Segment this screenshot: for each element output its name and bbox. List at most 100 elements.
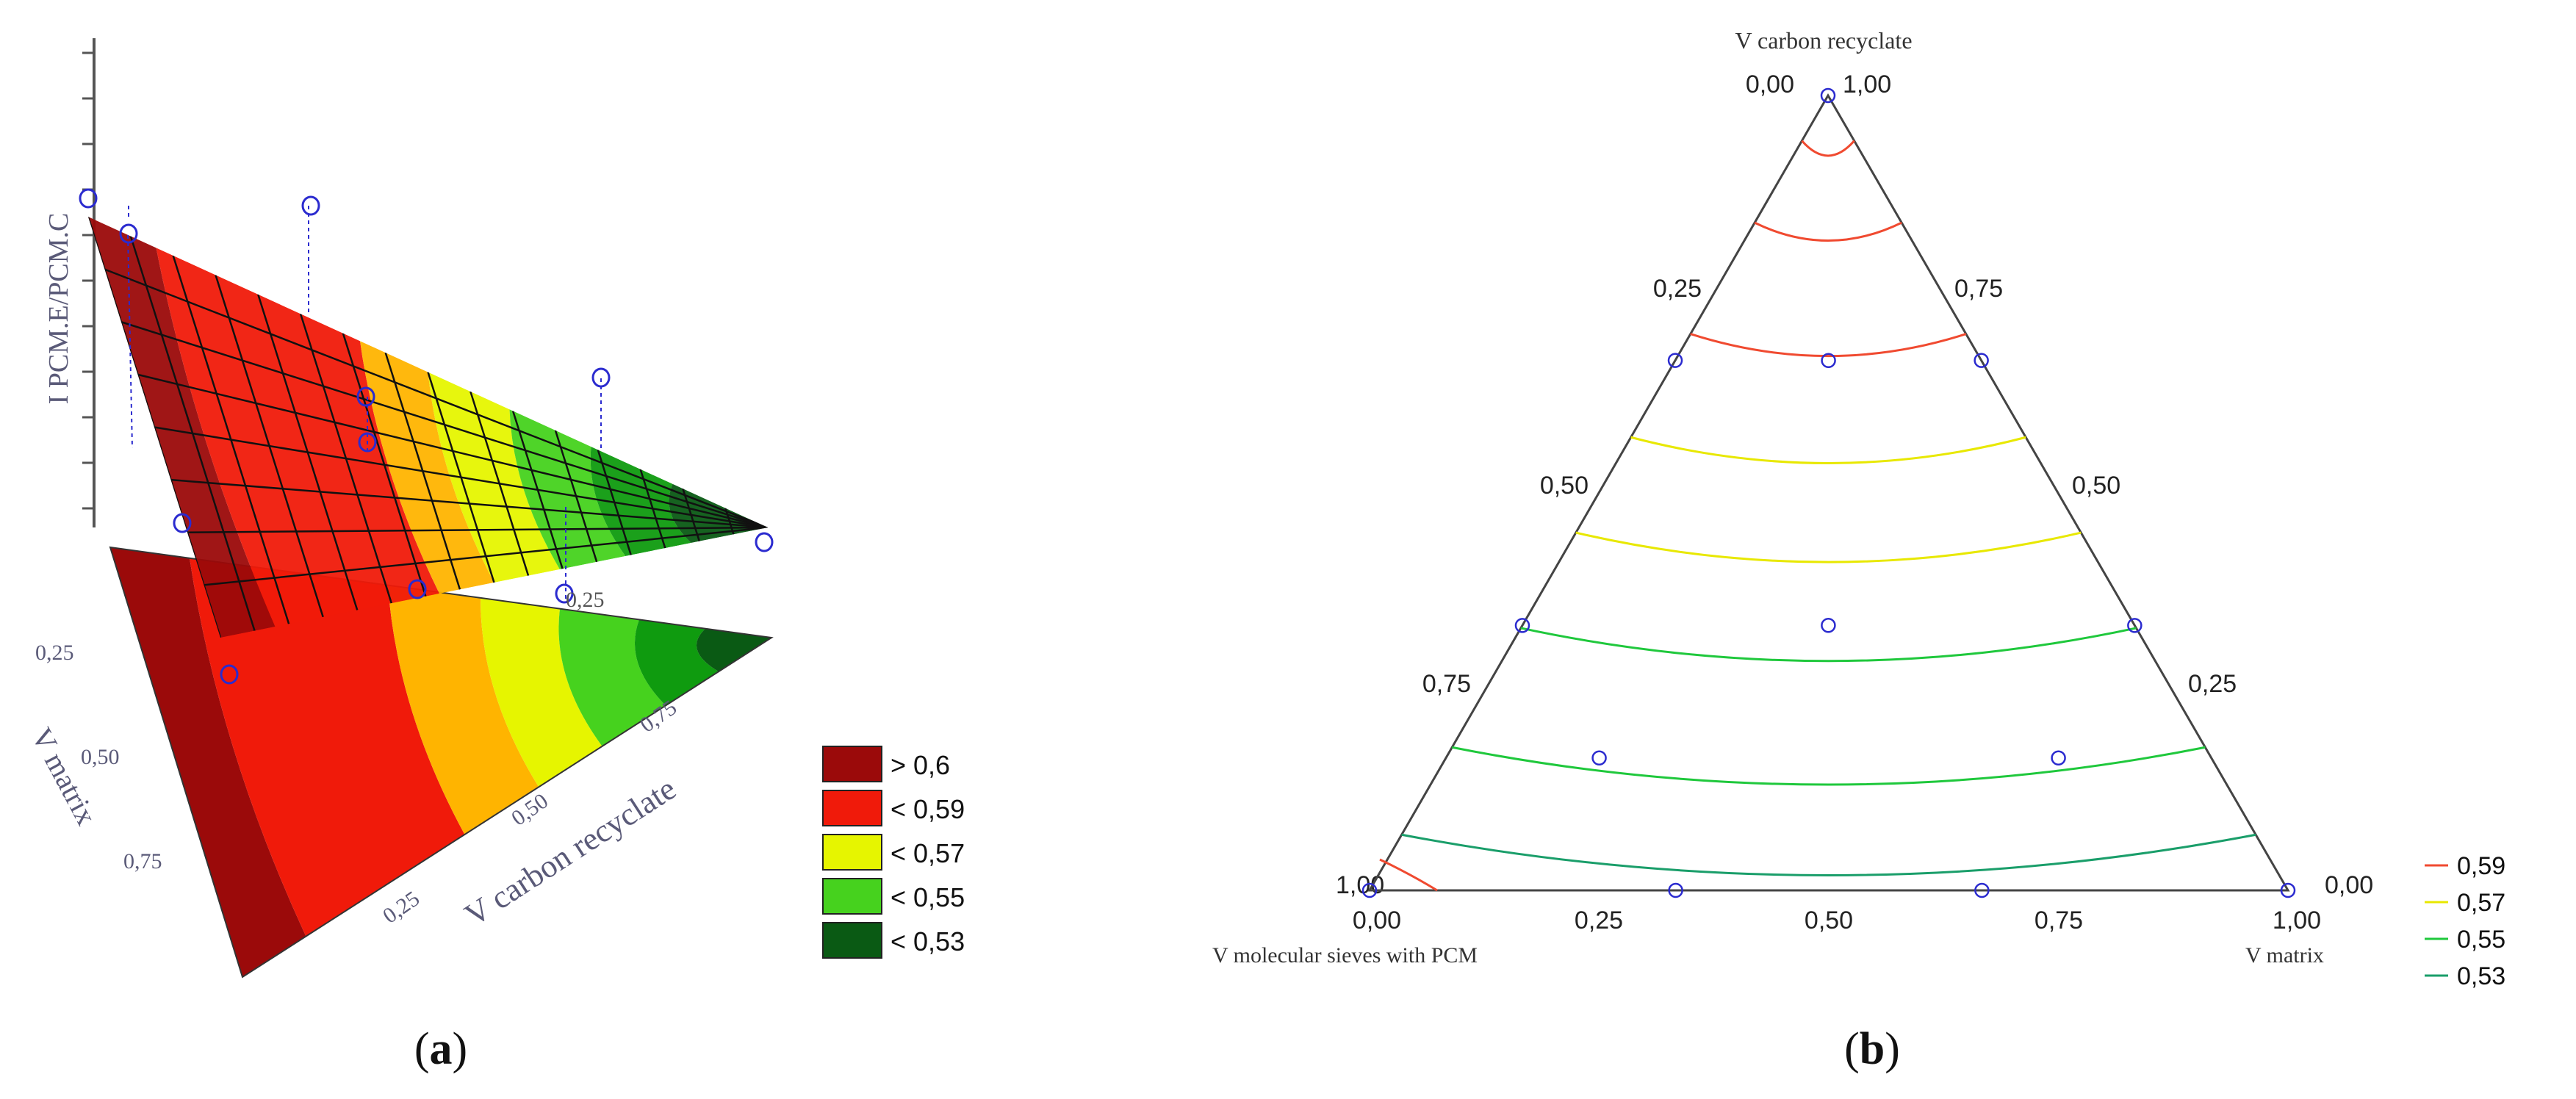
floor-band [190, 558, 465, 937]
bottom-tick-0: 0,00 [1353, 907, 1401, 934]
carbon-tick-025: 0,25 [378, 887, 424, 929]
left-edge-ticks: 0,25 0,50 0,75 [1422, 275, 1702, 698]
contour-line [1690, 333, 1967, 358]
bottom-tick-1: 0,25 [1575, 907, 1623, 934]
legend: > 0,6 < 0,59 < 0,57 < 0,55 < 0,53 [822, 746, 965, 959]
z-axis-label: I PCM.E/PCM.C [43, 213, 74, 405]
legend-swatch [822, 922, 882, 959]
legend-label: 0,59 [2457, 852, 2505, 880]
design-point [1974, 882, 1990, 898]
legend-label: 0,57 [2457, 889, 2505, 917]
contour-line [1452, 746, 2206, 786]
legend-swatch [822, 878, 882, 915]
legend-swatch [822, 746, 882, 782]
contour-line [1630, 436, 2026, 464]
design-point-marker [119, 223, 138, 244]
drop-line [127, 234, 133, 449]
mesh-line [154, 426, 768, 529]
legend-label: < 0,53 [891, 926, 965, 956]
design-point-marker [173, 513, 192, 533]
mesh-line [120, 321, 768, 529]
legend-swatch [822, 834, 882, 871]
floor-contour [110, 547, 771, 977]
corner-value-right: 0,00 [2325, 871, 2373, 899]
floor-band [696, 628, 771, 672]
design-point [1820, 87, 1836, 104]
matrix-tick-075: 0,75 [123, 849, 162, 873]
design-point [1668, 882, 1683, 898]
design-point [2051, 750, 2066, 766]
corner-value-top-right: 1,00 [1843, 71, 1891, 98]
contour-line [1379, 858, 1438, 892]
floor-band [634, 619, 719, 706]
mesh-line [104, 268, 768, 529]
contour-line [1520, 627, 2137, 663]
design-point-marker [79, 188, 98, 209]
bottom-tick-3: 0,75 [2034, 907, 2083, 934]
design-point [1361, 882, 1378, 898]
design-point [1667, 353, 1683, 368]
matrix-tick-050: 0,50 [81, 745, 120, 769]
legend-label: < 0,55 [891, 882, 965, 912]
design-point-marker [358, 432, 377, 453]
bottom-ticks: 0,00 0,25 0,50 0,75 1,00 [1353, 907, 2321, 934]
left-tick-025: 0,25 [1653, 275, 1702, 303]
z-axis: I PCM.E/PCM.C [43, 38, 96, 527]
mesh-line [187, 526, 768, 533]
response-surface [88, 217, 768, 638]
legend-label: 0,53 [2457, 962, 2505, 990]
left-tick-050: 0,50 [1540, 472, 1589, 500]
panel-label-a: (a) [414, 1024, 467, 1074]
contour-legend: 0,59 0,57 0,55 0,53 [2425, 852, 2505, 990]
design-point-marker [555, 583, 574, 604]
design-point [2127, 618, 2143, 633]
legend-label: < 0,59 [891, 794, 965, 824]
vertex-label-bottom-left: V molecular sieves with PCM [1212, 943, 1478, 968]
legend-label: 0,55 [2457, 926, 2505, 954]
floor-band [480, 597, 602, 788]
corner-value-top-left: 0,00 [1746, 71, 1794, 98]
legend-swatch [822, 790, 882, 826]
right-tick-025: 0,25 [2188, 670, 2237, 698]
vertex-label-top: V carbon recyclate [1735, 27, 1912, 54]
mesh-line [170, 478, 768, 529]
contour-line [1401, 833, 2256, 876]
mesh-line [204, 526, 768, 586]
right-edge-ticks: 0,75 0,50 0,25 [1954, 275, 2237, 698]
matrix-tick-025: 0,25 [35, 641, 74, 665]
contour-lines [1379, 140, 2256, 892]
design-point [1821, 617, 1836, 633]
legend-label: > 0,6 [891, 750, 950, 780]
mesh-line [137, 373, 768, 529]
surface-mesh [88, 217, 768, 638]
design-point [1591, 750, 1607, 766]
design-point-marker [301, 195, 320, 216]
panel-label-b: (b) [1844, 1024, 1900, 1074]
matrix-axis: 0,25 0,50 0,75 V matrix [25, 641, 162, 873]
design-points [1361, 87, 2296, 898]
floor-band [558, 608, 666, 746]
right-tick-075: 0,75 [1954, 275, 2003, 303]
legend-label: < 0,57 [891, 838, 965, 868]
right-tick-050: 0,50 [2072, 472, 2120, 500]
vertex-label-bottom-right: V matrix [2245, 943, 2324, 968]
design-point [1974, 353, 1989, 368]
contour-line [1575, 531, 2082, 563]
floor-band [110, 547, 306, 977]
bottom-tick-2: 0,50 [1805, 907, 1853, 934]
design-point [2280, 882, 2296, 898]
bottom-tick-4: 1,00 [2273, 907, 2321, 934]
panel-b-chart: V carbon recyclate 0,00 1,00 1,00 0,00 0… [1212, 27, 2505, 990]
design-point-marker [591, 367, 611, 388]
panel-a-chart: I PCM.E/PCM.C 0,25 0,25 0,50 0,75 V matr… [25, 38, 965, 979]
ternary-triangle [1367, 93, 2290, 892]
floor-tick-label: 0,25 [566, 588, 605, 612]
z-axis-ticks [82, 51, 94, 510]
design-point-marker [755, 532, 774, 552]
design-point-marker [220, 664, 239, 685]
left-tick-075: 0,75 [1422, 670, 1471, 698]
design-point [1821, 353, 1836, 369]
matrix-axis-label: V matrix [25, 722, 104, 830]
contour-line [1801, 140, 1855, 157]
